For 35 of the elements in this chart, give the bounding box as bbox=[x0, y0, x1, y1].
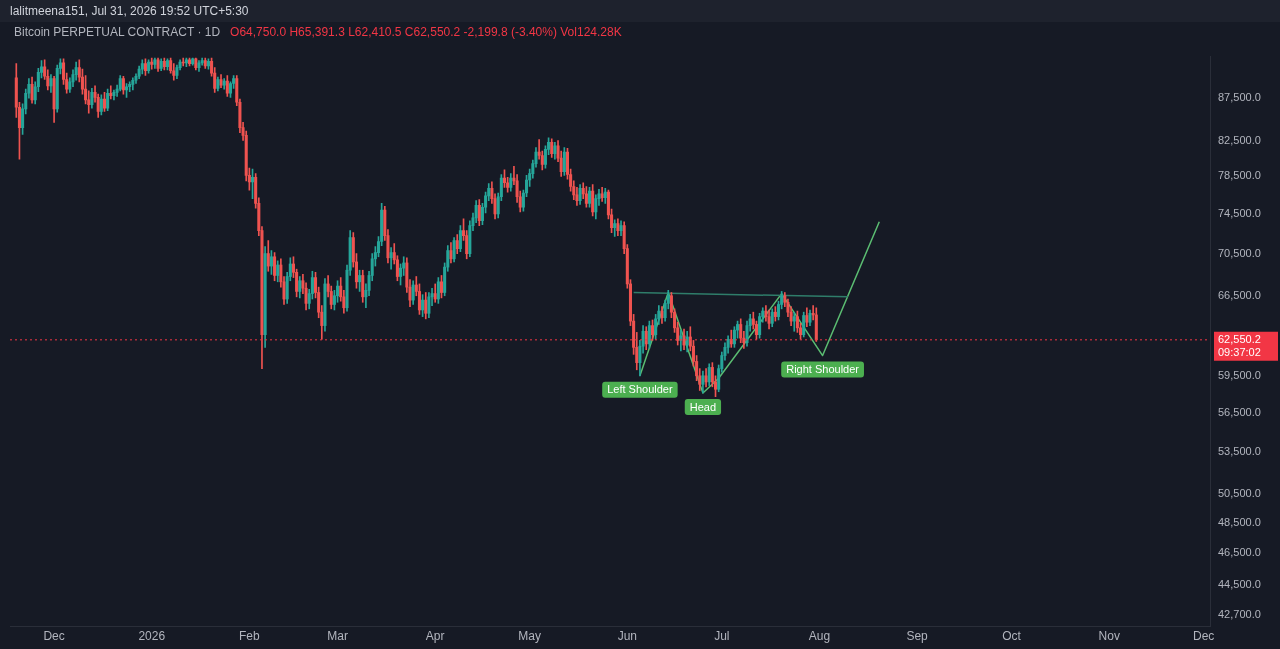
x-tick-label: Apr bbox=[425, 629, 445, 644]
x-tick-label: Dec bbox=[1193, 629, 1215, 644]
y-tick-label: 70,500.0 bbox=[1218, 246, 1261, 259]
y-tick-label: 82,500.0 bbox=[1218, 133, 1261, 146]
x-tick-label: May bbox=[518, 629, 542, 644]
y-tick-label: 48,500.0 bbox=[1218, 516, 1261, 529]
ref-line-label: 62,550.2 bbox=[1218, 332, 1261, 345]
y-tick-label: 46,500.0 bbox=[1218, 546, 1261, 559]
y-tick-label: 44,500.0 bbox=[1218, 578, 1261, 590]
y-tick-label: 59,500.0 bbox=[1218, 368, 1261, 381]
y-tick-label: 50,500.0 bbox=[1218, 486, 1261, 499]
x-tick-label: Feb bbox=[239, 629, 261, 644]
y-tick-label: 53,500.0 bbox=[1218, 445, 1261, 458]
y-tick-label: 56,500.0 bbox=[1218, 406, 1261, 419]
chart-subtitle: lalitmeena151, Jul 31, 2026 19:52 UTC+5:30 bbox=[0, 0, 1280, 22]
annotation: Right Shoulder bbox=[786, 363, 860, 376]
y-tick-label: 87,500.0 bbox=[1218, 91, 1261, 104]
x-tick-label: Dec bbox=[43, 629, 65, 644]
annotation: Head bbox=[689, 400, 717, 413]
y-tick-label: 66,500.0 bbox=[1218, 288, 1261, 301]
x-tick-label: Jul bbox=[714, 629, 730, 644]
y-tick-label: 78,500.0 bbox=[1218, 169, 1261, 182]
chart-title: Bitcoin PERPETUAL CONTRACT · 1D bbox=[14, 25, 221, 39]
text: 09:37:02 bbox=[1218, 345, 1261, 358]
x-tick-label: Mar bbox=[327, 629, 348, 644]
y-tick-label: 74,500.0 bbox=[1218, 206, 1261, 219]
text: O64,750.0 H65,391.3 L62,410.5 C62,550.2 -2,199.8 (-3.40%) Vol124.28K bbox=[230, 25, 622, 39]
x-tick-label: Aug bbox=[808, 629, 831, 644]
x-tick-label: Sep bbox=[906, 629, 929, 644]
x-tick-label: Oct bbox=[1002, 629, 1022, 644]
y-tick-label: 42,700.0 bbox=[1218, 607, 1261, 620]
x-tick-label: Jun bbox=[617, 629, 637, 644]
annotation: Left Shoulder bbox=[607, 383, 673, 396]
x-tick-label: 2026 bbox=[138, 629, 166, 644]
x-tick-label: Nov bbox=[1098, 629, 1120, 644]
